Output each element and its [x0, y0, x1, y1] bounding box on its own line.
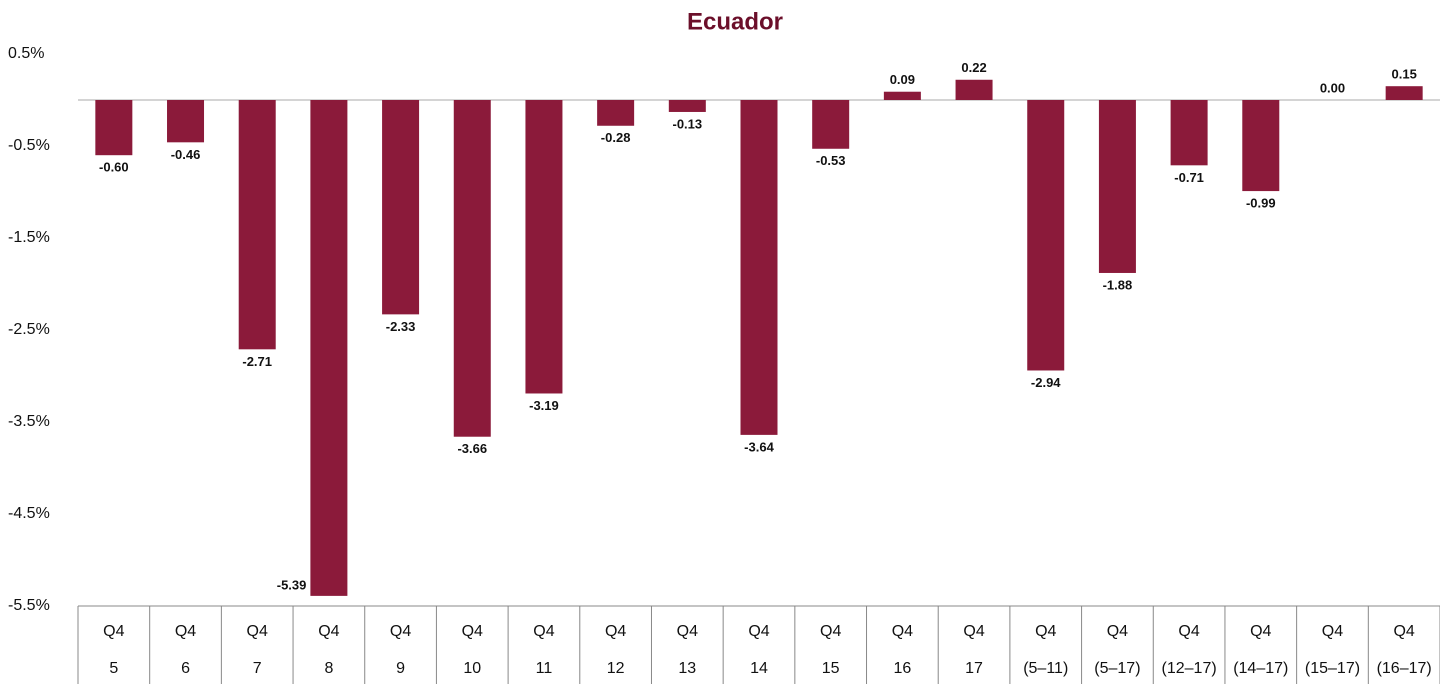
x-tick-label: 6 [181, 660, 190, 677]
x-tick-label: (16–17) [1377, 660, 1432, 677]
x-tick-label: Q4 [677, 623, 698, 640]
x-tick-label: Q4 [820, 623, 841, 640]
bar [382, 100, 420, 315]
bar [95, 100, 133, 156]
value-label: -1.88 [1103, 277, 1133, 292]
value-label: 0.22 [961, 60, 986, 75]
bar [1385, 86, 1423, 100]
value-label: 0.09 [890, 72, 915, 87]
bar [740, 100, 778, 435]
x-tick-label: 15 [822, 660, 840, 677]
value-label: -0.71 [1174, 170, 1204, 185]
x-tick-label: (14–17) [1233, 660, 1288, 677]
value-label: -2.71 [242, 354, 272, 369]
x-tick-label: Q4 [318, 623, 339, 640]
x-tick-label: 9 [396, 660, 405, 677]
y-tick-label: -3.5% [8, 413, 50, 430]
bar [238, 100, 276, 350]
x-tick-label: 10 [463, 660, 481, 677]
x-tick-label: Q4 [1322, 623, 1343, 640]
value-label: -0.13 [672, 116, 702, 131]
y-tick-label: -0.5% [8, 137, 50, 154]
x-tick-label: 16 [893, 660, 911, 677]
y-tick-label: -5.5% [8, 597, 50, 614]
x-tick-label: Q4 [533, 623, 554, 640]
x-tick-label: Q4 [963, 623, 984, 640]
x-tick-label: Q4 [892, 623, 913, 640]
bar [453, 100, 491, 437]
x-tick-label: (12–17) [1162, 660, 1217, 677]
x-tick-label: (15–17) [1305, 660, 1360, 677]
value-label: -0.46 [171, 147, 201, 162]
value-label: -0.60 [99, 160, 129, 175]
bar [1027, 100, 1065, 371]
x-tick-label: Q4 [247, 623, 268, 640]
x-tick-label: Q4 [1035, 623, 1056, 640]
bar [310, 100, 348, 596]
x-tick-label: 17 [965, 660, 983, 677]
x-tick-label: 14 [750, 660, 768, 677]
value-label: -2.33 [386, 319, 416, 334]
bar [1170, 100, 1208, 166]
x-tick-label: Q4 [748, 623, 769, 640]
value-label: -3.66 [457, 441, 487, 456]
bar [1242, 100, 1280, 192]
bar [883, 91, 921, 100]
x-tick-label: 12 [607, 660, 625, 677]
x-tick-label: Q4 [175, 623, 196, 640]
value-label: -0.53 [816, 153, 846, 168]
bar [167, 100, 205, 143]
x-tick-label: 11 [536, 660, 553, 677]
x-tick-label: 13 [678, 660, 696, 677]
chart-title: Ecuador [687, 8, 783, 35]
bar [525, 100, 563, 394]
x-tick-label: 7 [253, 660, 262, 677]
bar [955, 79, 993, 100]
x-tick-label: Q4 [1107, 623, 1128, 640]
x-tick-label: Q4 [103, 623, 124, 640]
value-label: -2.94 [1031, 375, 1061, 390]
x-tick-label: Q4 [1250, 623, 1271, 640]
x-tick-label: Q4 [462, 623, 483, 640]
value-label: -5.39 [277, 577, 307, 592]
bar [1098, 100, 1136, 273]
value-label: -3.19 [529, 398, 559, 413]
y-tick-label: -4.5% [8, 505, 50, 522]
x-tick-label: 5 [109, 660, 118, 677]
x-tick-label: Q4 [1178, 623, 1199, 640]
bar [668, 100, 706, 112]
value-label: 0.00 [1320, 80, 1345, 95]
value-label: -0.28 [601, 130, 631, 145]
value-label: 0.15 [1392, 67, 1417, 82]
x-tick-label: Q4 [605, 623, 626, 640]
value-label: -3.64 [744, 439, 774, 454]
bar [812, 100, 850, 149]
x-tick-label: (5–17) [1094, 660, 1140, 677]
y-tick-label: -2.5% [8, 321, 50, 338]
y-tick-label: 0.5% [8, 45, 44, 62]
value-label: -0.99 [1246, 196, 1276, 211]
x-tick-label: (5–11) [1023, 660, 1068, 677]
x-tick-label: Q4 [1393, 623, 1414, 640]
bar [597, 100, 635, 126]
y-tick-label: -1.5% [8, 229, 50, 246]
x-tick-label: 8 [324, 660, 333, 677]
x-tick-label: Q4 [390, 623, 411, 640]
